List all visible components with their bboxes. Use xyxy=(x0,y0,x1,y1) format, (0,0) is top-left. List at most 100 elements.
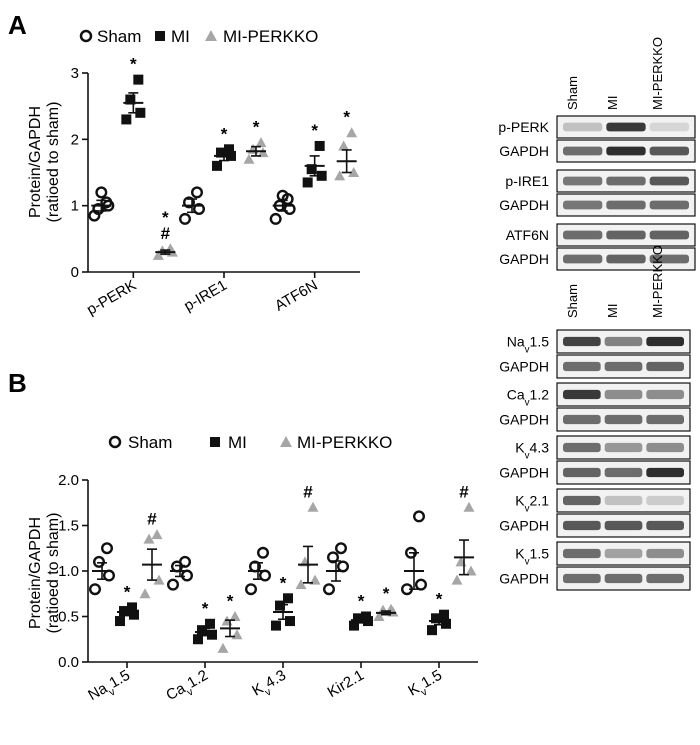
mi-point xyxy=(207,629,217,640)
mi-point xyxy=(133,74,144,85)
mi-point xyxy=(353,613,363,624)
significance-star: * xyxy=(124,582,131,601)
perkko-point xyxy=(229,611,241,621)
legend-a-perkko: MI-PERKKO xyxy=(223,27,318,46)
y-tick-label: 0.0 xyxy=(58,654,79,671)
significance-hash: # xyxy=(161,224,171,243)
sham-point xyxy=(413,510,426,523)
mi-point xyxy=(439,609,449,620)
significance-star: * xyxy=(436,590,443,609)
mi-point xyxy=(285,616,295,627)
mi-point xyxy=(129,609,139,620)
blot-band xyxy=(606,200,646,210)
blot-band xyxy=(646,389,684,400)
sham-point xyxy=(178,555,191,568)
significance-star: * xyxy=(343,108,350,127)
blot-band xyxy=(606,176,646,186)
sham-point xyxy=(192,202,205,215)
x-tick-label: Kv1.5 xyxy=(405,667,447,704)
perkko-point xyxy=(231,629,243,640)
perkko-point xyxy=(255,137,267,148)
blot-lane-header: MI xyxy=(605,96,620,110)
significance-star: * xyxy=(358,592,365,611)
sham-point xyxy=(92,202,105,215)
mi-point xyxy=(306,164,317,175)
y-tick-label: 1 xyxy=(71,198,79,215)
blot-row-label: Cav1.2 xyxy=(507,387,549,409)
x-tick-label: p-IRE1 xyxy=(181,277,230,315)
perkko-point xyxy=(153,574,165,585)
blot-band xyxy=(606,146,646,156)
mi-point xyxy=(283,593,293,604)
sham-point xyxy=(327,551,340,564)
blot-row-label: ATF6N xyxy=(506,227,549,243)
blot-band xyxy=(649,254,689,264)
legend-a-mi: MI xyxy=(171,27,190,46)
y-tick-label: 0 xyxy=(71,264,79,281)
blot-band xyxy=(646,467,684,478)
perkko-point xyxy=(151,529,163,540)
legend-perkko-marker xyxy=(280,436,292,447)
significance-hash: # xyxy=(459,482,469,501)
sham-point xyxy=(182,196,195,209)
sham-point xyxy=(92,555,105,568)
mi-point xyxy=(127,602,137,613)
blot-row-label: GAPDH xyxy=(499,251,549,267)
blot-band xyxy=(646,414,684,425)
blot-band xyxy=(646,495,684,506)
perkko-point xyxy=(307,501,319,512)
significance-star: * xyxy=(227,592,234,611)
mi-point xyxy=(115,616,125,627)
sham-point xyxy=(166,578,179,591)
blot-band xyxy=(563,467,601,478)
sham-point xyxy=(257,546,270,559)
mi-point xyxy=(193,634,203,645)
blot-band xyxy=(563,361,601,372)
blot-band xyxy=(606,122,646,132)
legend-a-sham: Sham xyxy=(97,27,141,46)
blot-band xyxy=(646,548,684,559)
perkko-point xyxy=(143,533,155,544)
significance-star: * xyxy=(202,599,209,618)
sham-point xyxy=(323,583,336,596)
blot-row-label: GAPDH xyxy=(499,143,549,159)
blot-band xyxy=(649,176,689,186)
blot-band xyxy=(563,520,601,531)
blot-band xyxy=(604,389,643,400)
panel-b-letter: B xyxy=(8,368,27,398)
blot-band xyxy=(646,442,684,453)
mi-point xyxy=(431,613,441,624)
mi-point xyxy=(197,625,207,636)
blot-row-label: p-IRE1 xyxy=(505,173,549,189)
blot-lane-header: Sham xyxy=(565,76,580,110)
blot-row-label: GAPDH xyxy=(499,571,549,587)
y-tick-label: 1.0 xyxy=(58,563,79,580)
significance-star: * xyxy=(130,55,137,74)
sham-point xyxy=(415,578,428,591)
x-tick-label: Nav1.5 xyxy=(85,667,135,709)
blot-row-label: Kv4.3 xyxy=(515,440,549,462)
x-tick-label: Kv4.3 xyxy=(249,667,291,704)
mi-point xyxy=(205,618,215,629)
x-tick-label: p-PERK xyxy=(84,277,139,319)
mi-point xyxy=(275,600,285,611)
y-tick-label: 0.5 xyxy=(58,609,79,626)
blot-band xyxy=(606,230,646,240)
panel-a-letter: A xyxy=(8,10,27,40)
significance-star: * xyxy=(311,121,318,140)
blot-lane-header: MI-PERKKO xyxy=(650,37,665,110)
panel-a-ylabel-line2: (ratioed to sham) xyxy=(45,102,62,223)
significance-star: * xyxy=(253,118,260,137)
y-tick-label: 2 xyxy=(71,131,79,148)
mi-point xyxy=(121,114,132,125)
blot-lane-header: MI xyxy=(605,304,620,318)
blot-band xyxy=(649,122,689,132)
mi-point xyxy=(271,620,281,631)
blot-row-label: GAPDH xyxy=(499,197,549,213)
blot-band xyxy=(563,442,601,453)
blot-band xyxy=(646,361,684,372)
blot-band xyxy=(604,442,643,453)
sham-point xyxy=(269,212,282,225)
perkko-point xyxy=(217,642,229,653)
blot-row-label: Nav1.5 xyxy=(507,334,549,356)
